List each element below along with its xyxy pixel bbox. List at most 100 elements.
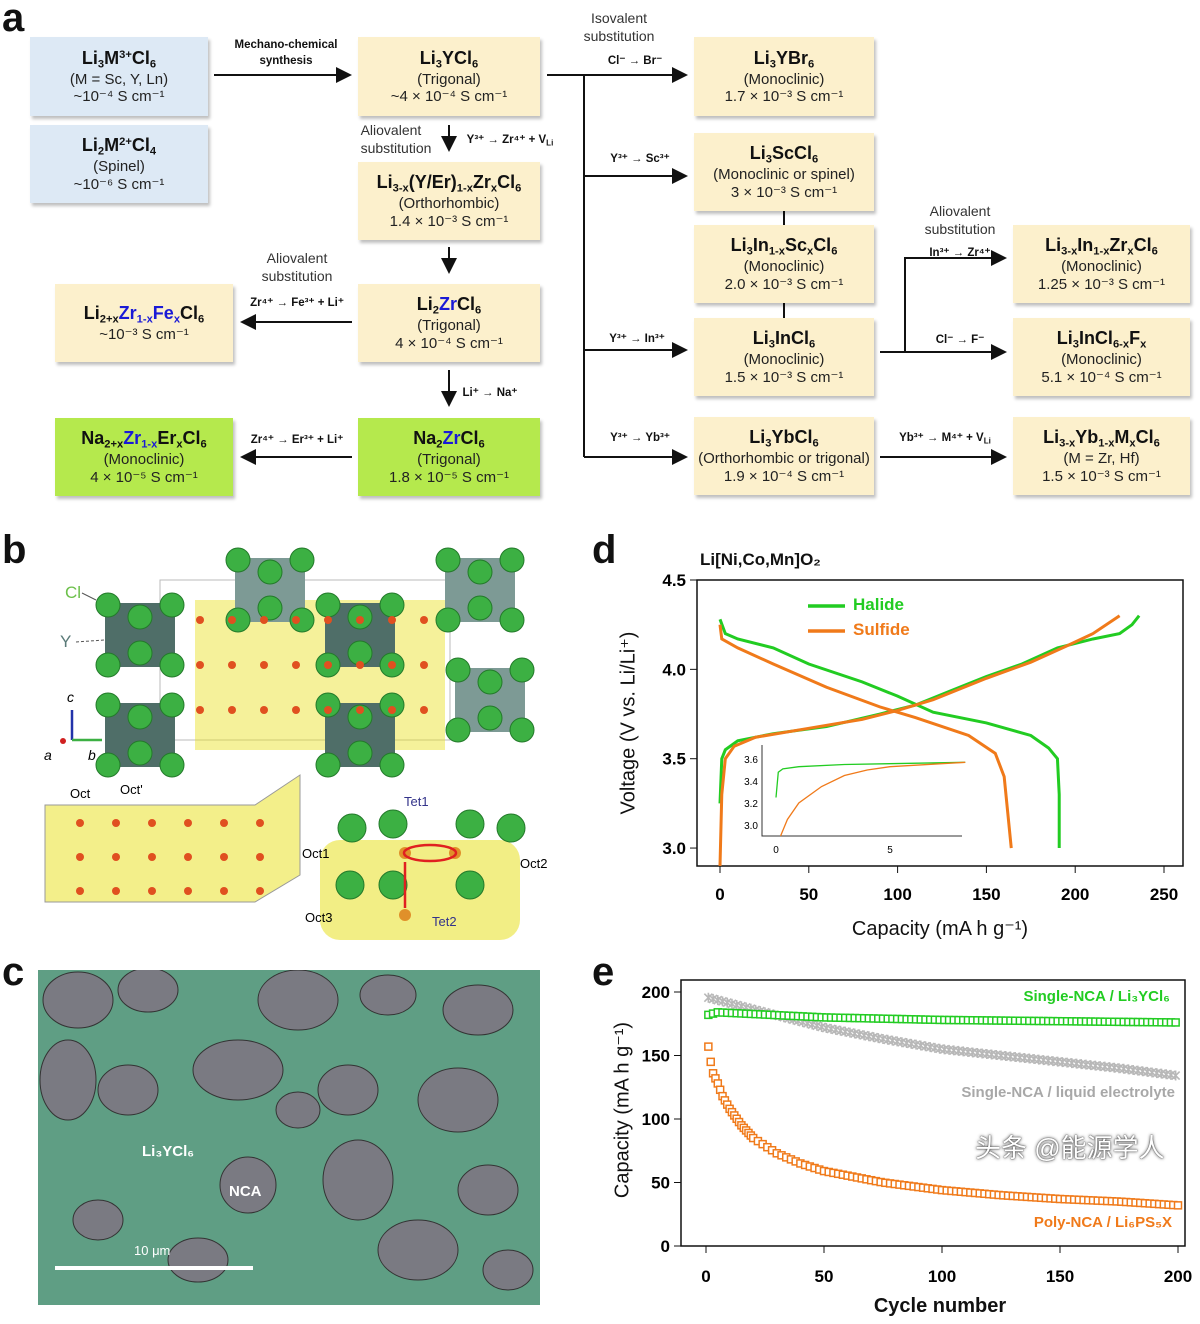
compound-formula: Li3-xYb1-xMxCl6 <box>1013 427 1190 450</box>
text-segment: YCl <box>441 47 472 68</box>
li-site <box>196 616 204 624</box>
li-density-map <box>44 774 301 903</box>
panel-a-arrows <box>214 67 1007 465</box>
compound-formula: Li3-x(Y/Er)1-xZrxCl6 <box>358 172 540 195</box>
text-segment: Li <box>730 235 747 256</box>
label-yb-to-m: Yb³⁺ → M⁴⁺ + VLi <box>899 430 991 445</box>
panel-letter-a: a <box>2 0 25 40</box>
text-segment: x <box>806 245 814 258</box>
label-y-to-yb: Y³⁺ → Yb³⁺ <box>610 430 670 444</box>
compound-box: Li3-xIn1-xZrxCl6 (Monoclinic) 1.25 × 10⁻³ … <box>1013 225 1190 303</box>
text-segment: 6-x <box>1112 338 1130 351</box>
li-site <box>324 616 332 624</box>
compound-formula: Li3YBr6 <box>694 48 874 71</box>
x-tick-label: 250 <box>1150 885 1178 904</box>
li-site <box>220 887 228 895</box>
text-segment: 6 <box>831 245 838 258</box>
conductivity-value: ~4 × 10⁻⁴ S cm⁻¹ <box>390 88 508 106</box>
nca-particle <box>192 1039 284 1101</box>
label-oct2: Oct2 <box>520 856 547 871</box>
cl-atom <box>499 547 525 573</box>
li-site <box>420 616 428 624</box>
compound-formula: Li3YbCl6 <box>694 427 874 450</box>
migration-paths <box>402 843 458 908</box>
compound-detail: (Spinel) <box>93 158 145 176</box>
text-segment: 4 <box>149 145 157 158</box>
cl-atom <box>257 559 283 585</box>
text-segment: 1-x <box>141 438 158 451</box>
conductivity-value: 1.5 × 10⁻³ S cm⁻¹ <box>1042 467 1161 485</box>
text-segment: F <box>1129 328 1141 349</box>
li-site <box>420 706 428 714</box>
compound-formula: Li3-xIn1-xZrxCl6 <box>1013 235 1190 258</box>
nca-particle <box>359 974 417 1016</box>
compound-box: Li3YCl6 (Trigonal) ~4 × 10⁻⁴ S cm⁻¹ <box>358 37 540 116</box>
text-segment: 2+x <box>104 438 124 451</box>
cl-atom <box>225 547 251 573</box>
data-point <box>1171 1070 1181 1081</box>
compound-formula: Li2ZrCl6 <box>358 294 540 317</box>
cl-atom <box>509 657 535 683</box>
text-segment: ScCl <box>771 143 813 164</box>
text-segment: 1-x <box>768 245 785 258</box>
text-segment: 3 <box>97 58 105 70</box>
x-tick-label: 50 <box>815 1267 834 1286</box>
label-y-to-zr: Y³⁺ → Zr⁴⁺ + VLi <box>467 132 554 147</box>
text-segment: InCl <box>1078 328 1113 349</box>
text-segment: Li <box>81 135 98 156</box>
label-oct3: Oct3 <box>305 910 332 925</box>
series-label-li6ps5x: Poly-NCA / Li₆PS₅X <box>1033 1214 1172 1231</box>
label-li-to-na: Li⁺ → Na⁺ <box>463 385 518 399</box>
conductivity-value: 5.1 × 10⁻⁴ S cm⁻¹ <box>1041 368 1162 386</box>
text-segment: InCl <box>775 328 809 349</box>
compound-box: Li3M3+Cl6 (M = Sc, Y, Ln) ~10⁻⁴ S cm⁻¹ <box>30 37 208 116</box>
cl-atom <box>347 704 373 730</box>
scale-bar-label: 10 μm <box>134 1243 171 1258</box>
cl-atom <box>379 752 405 778</box>
cl-atom <box>477 669 503 695</box>
cl-atom <box>257 595 283 621</box>
nca-particle <box>97 1064 159 1116</box>
x-tick-label: 0 <box>701 1267 710 1286</box>
cl-atom <box>315 692 341 718</box>
li-site <box>76 819 84 827</box>
conductivity-value: 4 × 10⁻⁵ S cm⁻¹ <box>90 468 198 486</box>
compound-box: Li2M2+Cl4 (Spinel) ~10⁻⁶ S cm⁻¹ <box>30 125 208 203</box>
text-segment: Sc <box>784 235 807 256</box>
label-zr-to-fe: Zr⁴⁺ → Fe³⁺ + Li⁺ <box>250 295 344 309</box>
text-segment: 2 <box>436 438 443 451</box>
cl-atom <box>379 692 405 718</box>
conductivity-value: 1.7 × 10⁻³ S cm⁻¹ <box>724 88 844 106</box>
curve-halide-charge <box>718 614 1141 804</box>
text-segment: 3 <box>746 245 753 258</box>
li-site <box>112 819 120 827</box>
text-segment: Y³⁺ → In³⁺ <box>609 333 665 345</box>
nca-particle <box>317 1064 379 1116</box>
li-site <box>76 853 84 861</box>
li-site <box>256 819 264 827</box>
cl-atom <box>289 607 315 633</box>
cl-atom <box>337 813 367 843</box>
y-tick-label: 0 <box>661 1237 670 1256</box>
compound-detail: (Trigonal) <box>417 317 481 335</box>
cl-atom <box>435 547 461 573</box>
chart-d-title: Li[Ni,Co,Mn]O₂ <box>700 550 821 569</box>
compound-formula: Li3ScCl6 <box>694 143 874 166</box>
cl-atom <box>95 592 121 618</box>
text-segment: Li⁺ → Na⁺ <box>462 387 518 399</box>
y-tick-label: 3.5 <box>662 750 686 769</box>
nca-particle <box>275 1091 321 1129</box>
cl-atom <box>467 559 493 585</box>
text-segment: In <box>752 235 769 256</box>
nca-particle <box>257 970 339 1031</box>
cl-atom <box>315 752 341 778</box>
li-site <box>184 853 192 861</box>
cl-atom <box>455 870 485 900</box>
text-segment: 1-x <box>456 182 473 195</box>
text-segment: 3 <box>765 437 772 450</box>
compound-detail: (Monoclinic) <box>743 258 825 276</box>
text-segment: Yb <box>1075 427 1099 448</box>
text-segment: 3-x <box>392 182 409 195</box>
label-in-to-zr: In³⁺ → Zr⁴⁺ <box>929 245 990 259</box>
text-segment: 1-x <box>1093 245 1110 258</box>
